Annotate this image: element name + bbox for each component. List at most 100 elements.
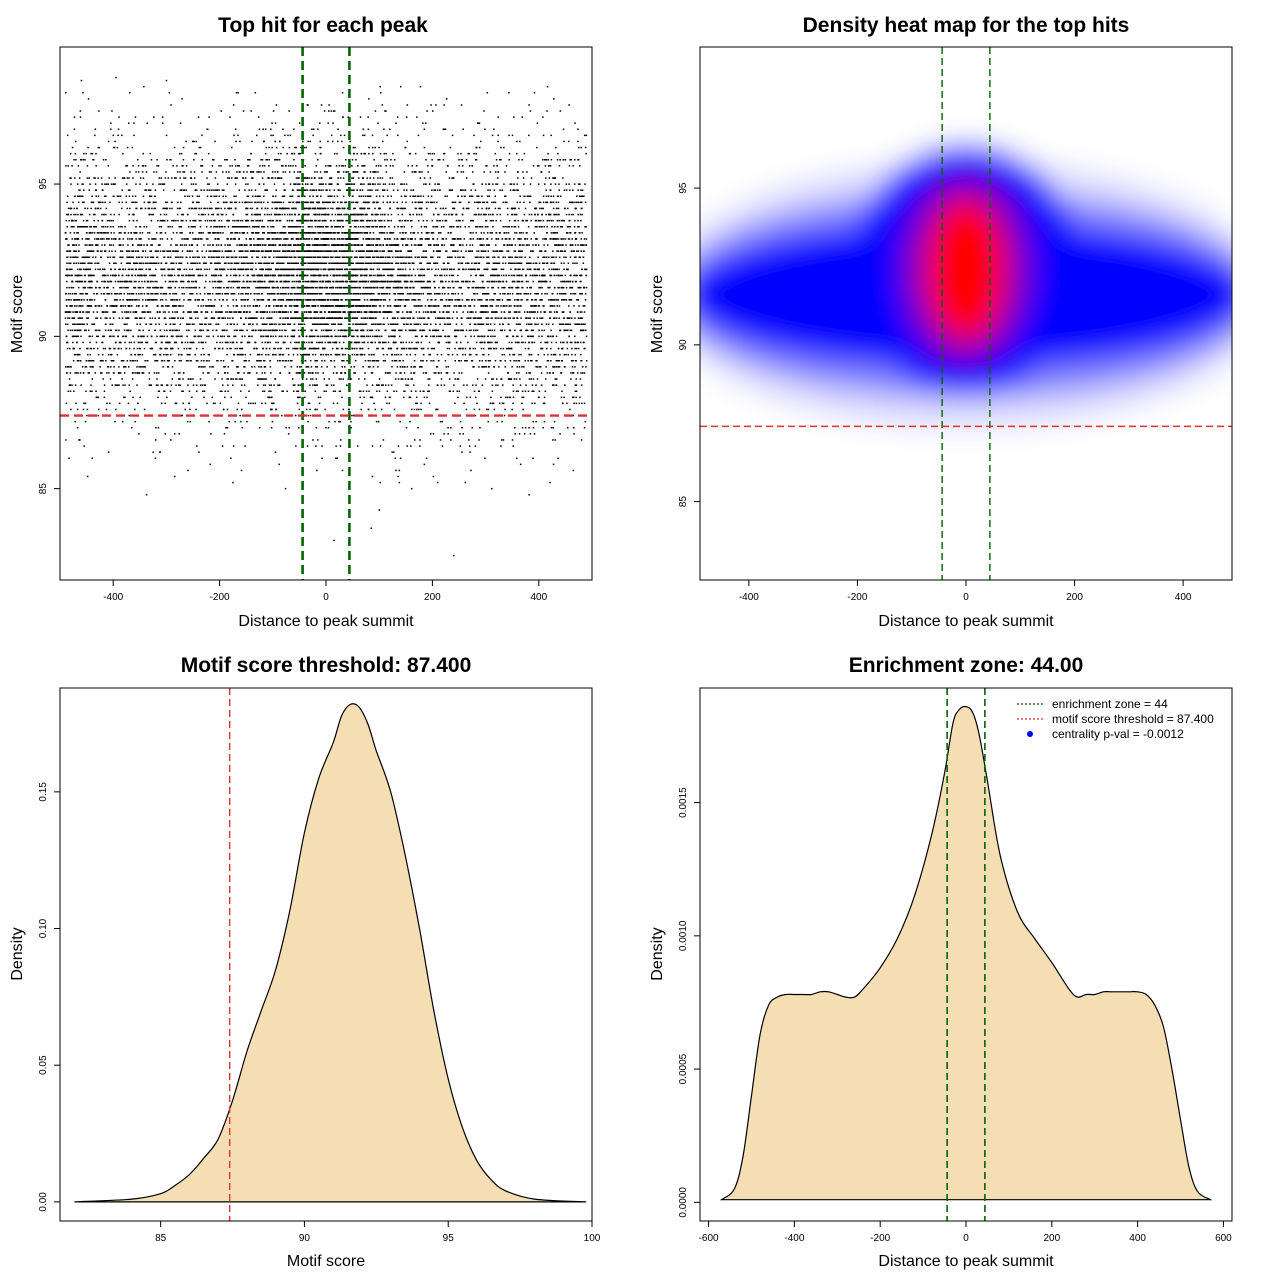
scatter-point xyxy=(422,286,424,289)
scatter-point xyxy=(585,244,587,246)
scatter-point xyxy=(378,299,380,301)
scatter-point xyxy=(66,372,68,374)
scatter-point xyxy=(556,226,559,228)
scatter-point xyxy=(506,207,509,210)
scatter-point xyxy=(159,451,161,453)
scatter-point xyxy=(154,250,157,252)
scatter-point xyxy=(138,293,140,295)
scatter-point xyxy=(261,226,263,228)
scatter-point xyxy=(186,353,188,356)
scatter-point xyxy=(150,219,153,222)
scatter-point xyxy=(70,183,72,185)
scatter-point xyxy=(186,341,189,344)
scatter-point xyxy=(495,347,498,350)
scatter-point xyxy=(471,268,473,271)
scatter-point xyxy=(496,183,499,185)
scatter-point xyxy=(194,189,196,191)
scatter-point xyxy=(132,299,134,301)
scatter-point xyxy=(572,165,574,167)
scatter-point xyxy=(375,335,377,338)
scatter-point xyxy=(111,360,114,362)
scatter-point xyxy=(178,299,181,301)
scatter-point xyxy=(293,232,296,234)
scatter-point xyxy=(464,305,467,307)
scatter-point xyxy=(572,360,574,362)
scatter-point xyxy=(427,195,430,197)
scatter-point xyxy=(70,299,72,301)
scatter-point xyxy=(206,219,209,222)
scatter-point xyxy=(508,341,511,344)
scatter-point xyxy=(131,299,133,301)
scatter-point xyxy=(438,213,440,216)
scatter-point xyxy=(136,219,138,222)
scatter-point xyxy=(484,366,486,368)
scatter-point xyxy=(585,134,588,137)
scatter-point xyxy=(570,299,572,301)
scatter-point xyxy=(69,250,72,252)
scatter-point xyxy=(128,122,130,124)
scatter-point xyxy=(489,171,492,173)
scatter-point xyxy=(237,268,239,271)
scatter-point xyxy=(536,311,539,313)
scatter-point xyxy=(252,329,254,332)
scatter-point xyxy=(97,195,100,197)
scatter-point xyxy=(528,104,530,106)
scatter-point xyxy=(523,366,525,368)
scatter-point xyxy=(502,262,504,264)
scatter-point xyxy=(500,311,503,313)
scatter-point xyxy=(465,280,467,283)
scatter-point xyxy=(131,268,133,271)
scatter-point xyxy=(95,244,97,246)
scatter-point xyxy=(532,165,535,167)
scatter-point xyxy=(271,396,273,399)
scatter-point xyxy=(471,427,473,429)
scatter-point xyxy=(66,323,69,325)
scatter-point xyxy=(157,262,160,264)
scatter-point xyxy=(161,360,163,362)
scatter-point xyxy=(448,256,451,258)
scatter-point xyxy=(246,232,249,234)
scatter-point xyxy=(530,353,533,356)
scatter-point xyxy=(459,445,461,447)
scatter-point xyxy=(548,299,550,301)
scatter-point xyxy=(368,207,371,210)
scatter-point xyxy=(84,420,87,423)
scatter-point xyxy=(225,341,228,344)
scatter-point xyxy=(298,226,300,228)
scatter-point xyxy=(254,402,256,405)
scatter-point xyxy=(574,390,577,392)
scatter-point xyxy=(192,226,194,228)
scatter-point xyxy=(397,244,400,246)
scatter-point xyxy=(139,317,142,319)
scatter-point xyxy=(509,311,511,313)
scatter-point xyxy=(221,445,224,447)
scatter-point xyxy=(409,317,412,319)
scatter-point xyxy=(176,244,178,246)
scatter-point xyxy=(533,317,535,319)
scatter-point xyxy=(167,250,169,252)
scatter-point xyxy=(562,299,564,301)
scatter-point xyxy=(167,177,169,179)
scatter-point xyxy=(224,317,227,319)
scatter-point xyxy=(218,238,220,240)
scatter-point xyxy=(579,213,582,216)
scatter-point xyxy=(474,226,477,228)
scatter-point xyxy=(541,226,543,228)
scatter-point xyxy=(224,250,226,252)
scatter-point xyxy=(519,463,522,466)
scatter-point xyxy=(157,219,159,222)
scatter-point xyxy=(391,262,394,264)
scatter-point xyxy=(486,268,488,271)
scatter-point xyxy=(344,201,346,204)
scatter-point xyxy=(70,213,72,216)
scatter-point xyxy=(73,390,75,392)
scatter-point xyxy=(181,293,183,295)
scatter-point xyxy=(285,347,288,350)
scatter-point xyxy=(453,244,455,246)
scatter-point xyxy=(292,238,294,240)
scatter-point xyxy=(326,305,328,307)
scatter-point xyxy=(166,159,168,161)
scatter-point xyxy=(507,317,510,319)
scatter-point xyxy=(172,293,174,295)
scatter-point xyxy=(391,280,393,283)
